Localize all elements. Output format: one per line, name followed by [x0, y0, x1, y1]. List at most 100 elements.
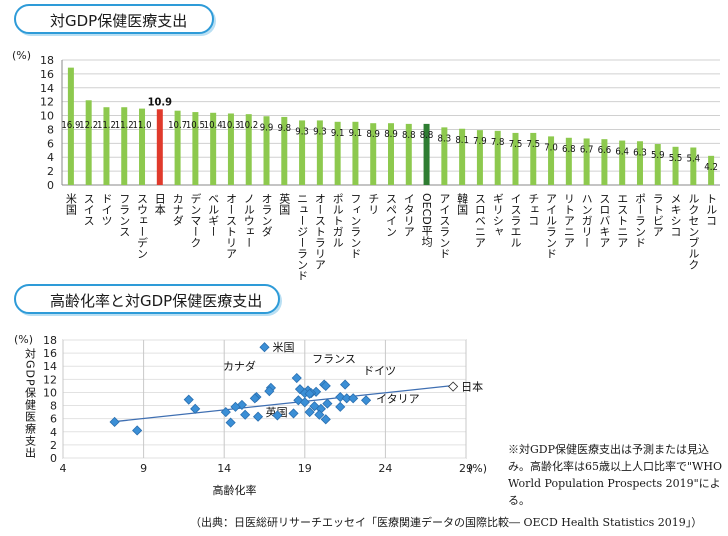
bar-value-label: 10.4: [204, 120, 223, 131]
scatter-x-label: 高齢化率: [213, 483, 257, 497]
bar-y-tick: 6: [47, 137, 54, 150]
bar-value-label: 9.1: [349, 128, 363, 139]
scatter-y-label: 対GDP保健医療支出: [24, 347, 37, 459]
bar: [672, 146, 679, 185]
bar-category-label: 韓国: [456, 193, 469, 216]
scatter-point: [288, 408, 299, 419]
bar-value-label: 7.5: [509, 139, 523, 150]
bar-category-label: オーストリア: [224, 193, 237, 259]
bar-category-label: フランス: [118, 193, 131, 237]
scatter-point: [340, 379, 351, 390]
bar-category-label: スロバキア: [598, 193, 611, 248]
bar-value-label: 9.8: [278, 123, 292, 134]
scatter-point: [252, 411, 264, 422]
bar: [316, 120, 323, 185]
bar: [423, 123, 430, 185]
bar: [174, 110, 181, 185]
bar: [299, 120, 306, 185]
bar-category-label: イタリア: [402, 193, 415, 237]
bar-value-label: 10.9: [148, 95, 173, 108]
bar-value-label: 10.5: [186, 120, 205, 131]
bar-category-label: フィンランド: [349, 193, 362, 259]
scatter-point: [109, 416, 120, 428]
footnote: ※対GDP保健医療支出は予測または見込み。高齢化率は65歳以上人口比率で"WHO…: [508, 443, 722, 507]
bar: [139, 108, 146, 185]
bar-category-label: エストニア: [616, 193, 629, 248]
scatter-plot-area: [62, 339, 467, 459]
scatter-chart-title: 高齢化率と対GDP保健医療支出: [14, 284, 280, 314]
scatter-point: [348, 393, 359, 404]
scatter-point-label: 日本: [461, 380, 483, 394]
scatter-point: [448, 381, 459, 392]
bar: [263, 116, 270, 185]
bar-value-label: 5.9: [651, 150, 665, 161]
bar-category-label: イスラエル: [509, 193, 522, 248]
scatter-point: [249, 393, 260, 404]
bar-value-label: 6.4: [615, 147, 629, 158]
bar-value-label: 11.2: [97, 120, 116, 131]
scatter-point: [314, 409, 325, 420]
bar-category-label: アイルランド: [545, 193, 558, 259]
bar-value-label: 12.2: [79, 120, 98, 131]
scatter-y-tick: 10: [43, 386, 57, 399]
scatter-point-label: 米国: [273, 341, 295, 354]
bar-category-label: チェコ: [527, 193, 540, 226]
bar-category-label: スイス: [82, 193, 95, 226]
scatter-y-tick: 4: [50, 426, 57, 439]
bar-y-tick: 16: [40, 68, 54, 81]
bar-category-label: スロベニア: [473, 193, 486, 248]
bar-value-label: 7.8: [491, 137, 505, 148]
scatter-point: [220, 407, 231, 418]
bar-category-label: スペイン: [385, 193, 398, 237]
bar-value-label: 7.5: [526, 139, 540, 150]
bar: [476, 130, 483, 185]
scatter-point: [320, 380, 331, 391]
scatter-y-tick: 14: [43, 360, 57, 373]
scatter-x-tick: 14: [217, 462, 231, 475]
bar-value-label: 10.2: [239, 120, 258, 131]
bar: [441, 127, 448, 185]
scatter-point: [236, 399, 247, 410]
bar-value-label: 8.8: [402, 130, 416, 141]
bar-value-label: 9.3: [313, 126, 327, 137]
bar: [565, 137, 572, 185]
scatter-point: [302, 385, 314, 396]
scatter-x-tick: 4: [60, 462, 67, 475]
trend-line: [111, 385, 450, 423]
bar-value-label: 7.0: [544, 142, 558, 153]
scatter-point: [311, 386, 322, 397]
bar: [601, 139, 608, 185]
bar-value-label: 11.0: [133, 120, 152, 131]
bar-category-label: ニュージーランド: [296, 193, 309, 280]
scatter-point: [299, 397, 310, 408]
scatter-y-tick: 8: [50, 400, 57, 413]
bar-value-label: 5.4: [687, 154, 701, 165]
scatter-point: [360, 395, 372, 406]
bar: [619, 140, 626, 185]
bar: [459, 128, 466, 185]
scatter-point: [322, 398, 333, 409]
scatter-point: [320, 414, 331, 425]
scatter-y-tick: 16: [43, 347, 57, 360]
bar: [281, 116, 288, 185]
scatter-point-label: ドイツ: [363, 365, 396, 378]
scatter-point: [299, 388, 310, 399]
scatter-point: [335, 401, 346, 412]
bar: [583, 138, 590, 185]
scatter-point: [309, 401, 320, 412]
bar-category-label: ノルウェー: [242, 193, 255, 248]
scatter-point: [225, 417, 236, 428]
scatter-point: [240, 409, 251, 420]
scatter-point: [341, 393, 352, 404]
bar: [370, 123, 377, 185]
scatter-point: [264, 386, 275, 397]
bar: [67, 67, 74, 185]
bar-y-unit: (%): [12, 49, 31, 62]
bar: [103, 107, 110, 185]
bar: [156, 109, 163, 185]
bar-value-label: 10.7: [168, 120, 187, 131]
bar: [548, 136, 555, 185]
bar-category-label: トルコ: [705, 193, 718, 226]
scatter-point: [319, 379, 330, 390]
